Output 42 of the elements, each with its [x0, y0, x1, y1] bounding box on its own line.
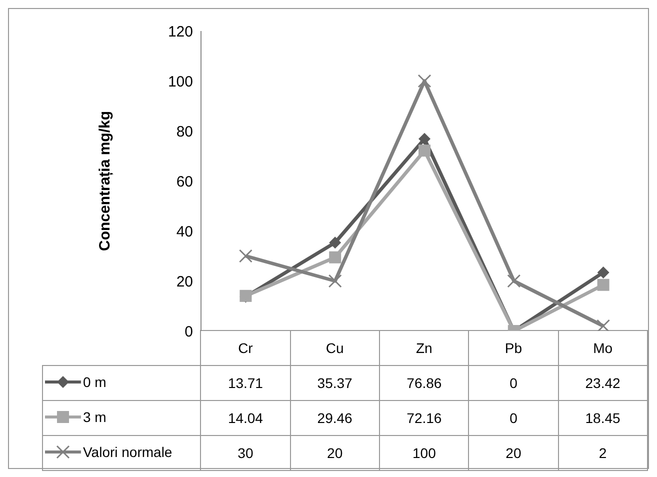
y-axis-title: Concentrația mg/kg: [96, 110, 114, 252]
x-tick-label: Zn: [380, 330, 469, 366]
data-label: 72.16: [380, 400, 469, 436]
data-label: 18.45: [558, 400, 648, 436]
data-label: 100: [380, 436, 469, 470]
point: [597, 266, 610, 278]
point: [328, 274, 342, 288]
y-tick-label: 80: [176, 123, 193, 140]
data-label: 23.42: [558, 366, 648, 400]
y-tick-label: 20: [176, 273, 193, 290]
data-label: 0: [468, 366, 558, 400]
data-label: 35.37: [290, 366, 380, 400]
data-label: 0: [468, 400, 558, 436]
x-tick-label: Pb: [468, 330, 558, 366]
legend-label: Valori normale: [82, 444, 172, 460]
x-tick-label: Mo: [558, 330, 648, 366]
data-label: 13.71: [200, 366, 290, 400]
point: [507, 274, 521, 288]
y-tick-label: 0: [184, 323, 193, 340]
data-label: 20: [290, 436, 380, 470]
point: [238, 249, 252, 263]
data-label: 76.86: [380, 366, 469, 400]
data-label: 20: [468, 436, 558, 470]
data-label: 2: [558, 436, 648, 470]
y-tick-label: 120: [168, 23, 193, 40]
point: [329, 251, 342, 264]
data-label: 29.46: [290, 400, 380, 436]
legend-label: 3 m: [82, 409, 106, 425]
y-tick-label: 40: [176, 223, 193, 240]
point: [418, 144, 430, 157]
y-tick-label: 100: [168, 73, 193, 90]
legend-label: 0 m: [82, 374, 106, 390]
x-tick-label: Cr: [200, 330, 290, 366]
y-tick-label: 60: [176, 173, 193, 190]
x-tick-label: Cu: [290, 330, 380, 366]
point: [418, 74, 432, 88]
point: [329, 236, 342, 249]
point: [597, 278, 610, 291]
data-label: 30: [200, 436, 290, 470]
point: [596, 319, 610, 331]
point: [418, 132, 430, 145]
data-label: 14.04: [200, 400, 290, 436]
